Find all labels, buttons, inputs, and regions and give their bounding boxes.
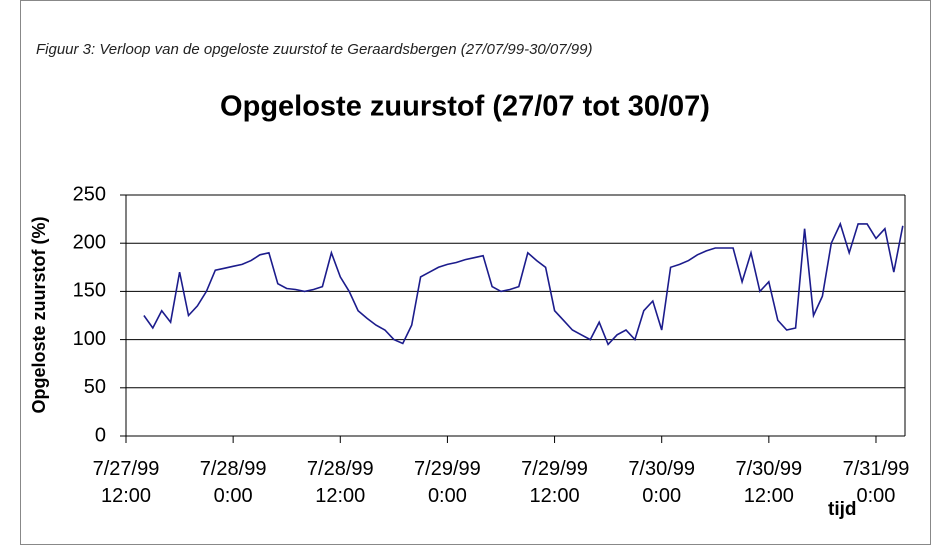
x-tick-label: 7/30/99 0:00 [628, 458, 696, 507]
x-tick-label: 7/31/99 0:00 [842, 458, 910, 507]
x-tick-label: 7/28/99 0:00 [199, 458, 267, 507]
x-tick-label: 7/30/99 12:00 [735, 458, 803, 507]
y-tick-label: 100 [73, 328, 106, 350]
y-tick-label: 200 [73, 231, 106, 253]
y-axis-label: Opgeloste zuurstof (%) [29, 216, 49, 413]
data-line [143, 221, 904, 346]
x-axis-label: tijd [828, 499, 857, 520]
x-tick-label: 7/29/99 12:00 [521, 458, 588, 507]
x-tick-label: 7/27/99 12:00 [92, 458, 160, 507]
x-tick-label: 7/28/99 12:00 [306, 458, 374, 507]
x-tick-label: 7/29/99 0:00 [414, 458, 481, 507]
y-tick-label: 50 [84, 376, 106, 398]
y-tick-label: 250 [73, 183, 106, 205]
y-tick-label: 150 [73, 280, 106, 302]
caption: Figuur 3: Verloop van de opgeloste zuurs… [36, 41, 592, 58]
chart-title: Opgeloste zuurstof (27/07 tot 30/07) [220, 91, 710, 123]
y-tick-label: 0 [95, 424, 106, 446]
